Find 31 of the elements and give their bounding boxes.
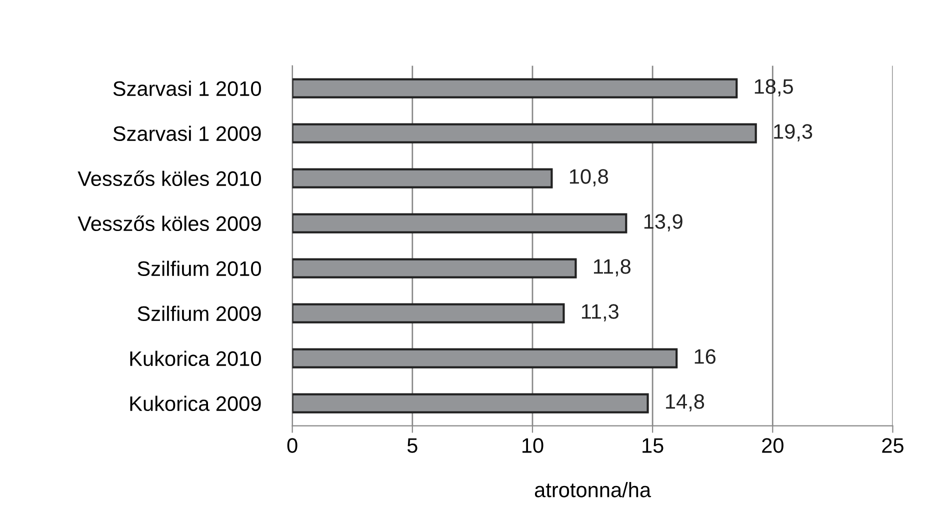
bar [292, 213, 628, 234]
bar [292, 123, 757, 144]
x-tick-label: 15 [642, 438, 664, 453]
data-label: 10,8 [570, 169, 608, 186]
data-label: 18,5 [754, 79, 793, 96]
bar [292, 258, 577, 278]
x-axis-title: atrotonna/ha [534, 482, 652, 498]
y-tick-label: Szarvasi 1 2009 [113, 126, 261, 142]
data-label: 13,9 [644, 214, 682, 232]
bar [292, 393, 649, 414]
y-tick-label: Szilfium 2009 [138, 306, 261, 322]
y-tick-label: Kukorica 2010 [130, 350, 261, 366]
x-tick-label: 20 [762, 438, 784, 453]
bar [292, 78, 738, 98]
data-label: 19,3 [774, 124, 812, 142]
data-label: 11,8 [594, 259, 630, 276]
bar [292, 303, 565, 324]
y-tick-label: Szilfium 2010 [138, 260, 261, 276]
data-label: 14,8 [666, 394, 704, 412]
bar [292, 348, 678, 368]
x-tick-label: 10 [522, 438, 544, 453]
data-label: 11,3 [582, 304, 618, 322]
x-tick-label: 0 [287, 438, 298, 453]
x-tick-label: 5 [407, 438, 418, 453]
y-tick-label: Kukorica 2009 [130, 396, 261, 412]
y-tick-label: Vesszős köles 2009 [78, 215, 261, 232]
y-tick-label: Vesszős köles 2010 [78, 170, 261, 186]
y-tick-label: Szarvasi 1 2010 [113, 80, 261, 96]
data-label: 16 [694, 349, 716, 364]
bar [292, 168, 553, 188]
x-tick-label: 25 [882, 438, 904, 453]
